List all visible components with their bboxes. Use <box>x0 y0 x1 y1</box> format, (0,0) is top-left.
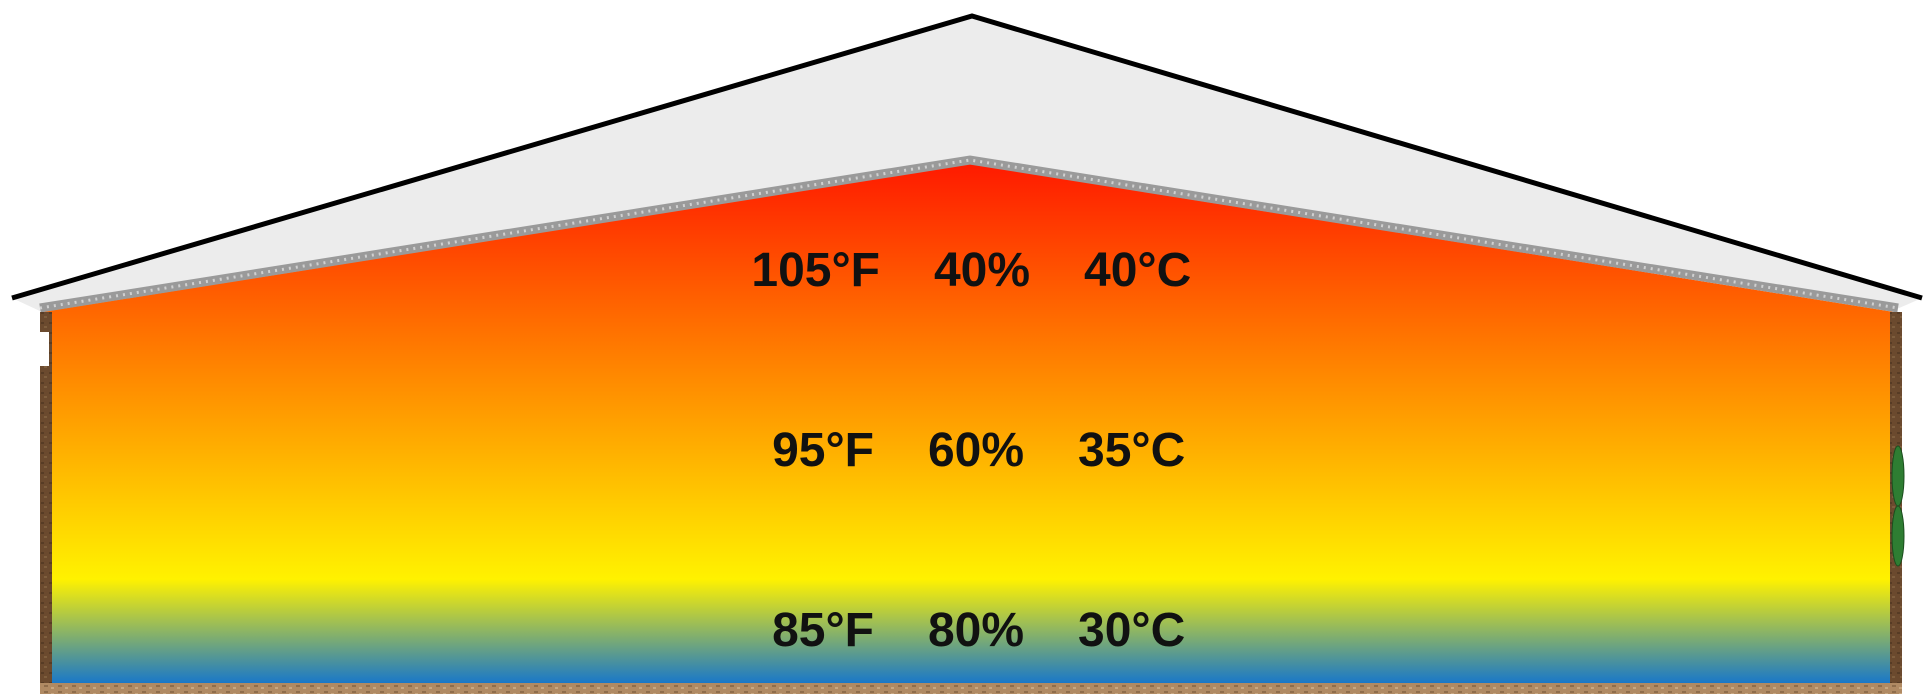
ground-strip <box>40 683 1902 694</box>
middle-temperature-celsius: 35°C <box>1078 424 1185 477</box>
middle-humidity: 60% <box>928 424 1024 477</box>
ceiling-insulation-speckle <box>39 158 1899 310</box>
bottom-temperature-fahrenheit: 85°F <box>772 604 874 657</box>
interior-heat-zone <box>42 164 1894 683</box>
zone-row-middle: 95°F 60% 35°C <box>772 424 1185 477</box>
left-wall <box>40 312 52 686</box>
left-wall-gap <box>40 332 49 366</box>
zone-row-top: 105°F 40% 40°C <box>751 244 1191 297</box>
top-temperature-celsius: 40°C <box>1084 244 1191 297</box>
roof-line <box>11 13 1923 301</box>
top-humidity: 40% <box>934 244 1030 297</box>
middle-temperature-fahrenheit: 95°F <box>772 424 874 477</box>
top-temperature-fahrenheit: 105°F <box>751 244 880 297</box>
zone-row-bottom: 85°F 80% 30°C <box>772 604 1185 657</box>
wall-fan-icon <box>1891 445 1905 567</box>
bottom-humidity: 80% <box>928 604 1024 657</box>
bottom-temperature-celsius: 30°C <box>1078 604 1185 657</box>
